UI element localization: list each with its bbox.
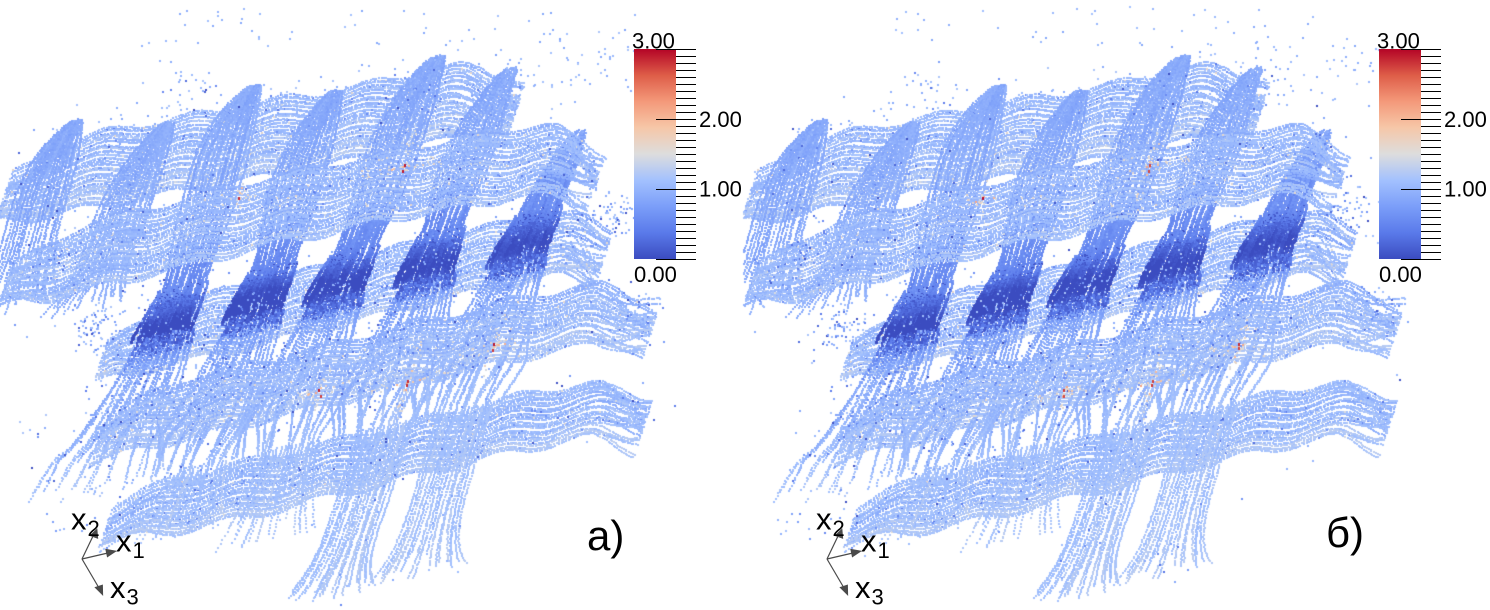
svg-text:а): а) xyxy=(587,512,624,559)
svg-text:б): б) xyxy=(1326,509,1364,556)
